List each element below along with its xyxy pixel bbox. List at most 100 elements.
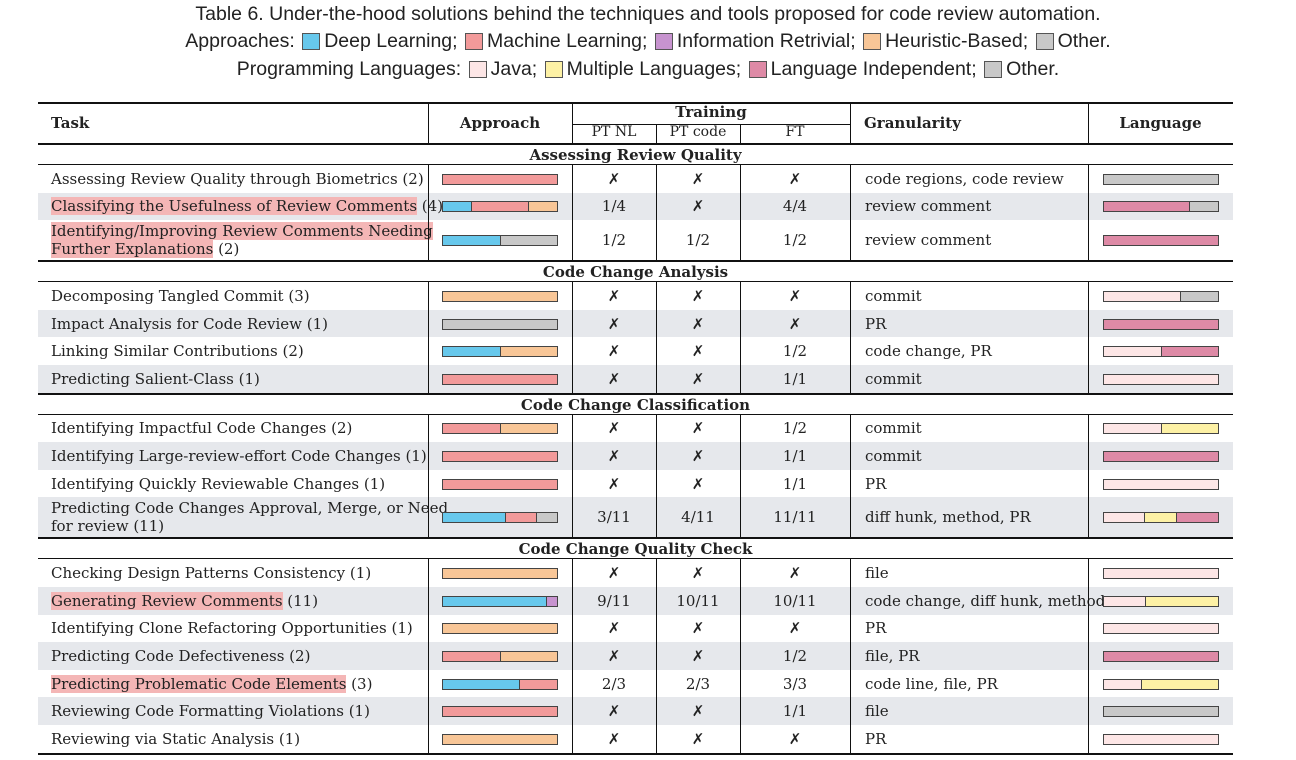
approach-bar-segment (443, 236, 500, 246)
task-name: Predicting Code Changes Approval, Merge,… (51, 499, 448, 517)
language-bar-segment (1104, 679, 1142, 689)
language-bar (1103, 478, 1219, 490)
granularity-value: file (865, 564, 889, 583)
table-row (38, 497, 1233, 538)
approach-bar-segment (443, 174, 557, 184)
pt-nl-value: ✗ (607, 169, 621, 188)
approach-bar (442, 235, 558, 247)
ft-value: 10/11 (773, 591, 817, 610)
pt-nl-value: 3/11 (597, 508, 631, 527)
column-rule (428, 102, 429, 143)
pt-code-value: ✗ (691, 287, 705, 305)
granularity-value: commit (865, 369, 922, 388)
approach-bar-segment (443, 707, 557, 717)
ft-value: 1/1 (782, 447, 808, 465)
pt-code-value: 1/2 (685, 231, 711, 250)
language-bar-segment (1104, 734, 1218, 744)
table-row (38, 442, 1233, 470)
column-rule (572, 102, 573, 143)
column-rule (740, 124, 741, 143)
approach-bar-segment (499, 236, 557, 246)
task-count: (2) (397, 169, 424, 188)
pt-nl-value: ✗ (607, 419, 621, 438)
column-rule (656, 165, 657, 261)
granularity-value: review comment (865, 231, 992, 250)
pt-code-value: ✗ (691, 197, 705, 216)
language-bar-segment (1104, 513, 1145, 523)
ft-value: 1/1 (782, 474, 808, 493)
section-title: Code Change Analysis (542, 263, 729, 282)
approaches-legend-label: Approaches: (185, 30, 295, 52)
approach-bar (442, 346, 558, 358)
language-legend-item-0: Java; (490, 58, 538, 80)
table-rule (38, 102, 1233, 104)
column-rule (1088, 282, 1089, 393)
column-rule (428, 559, 429, 753)
task-name-text: Identifying Impactful Code Changes (51, 419, 327, 438)
task-count: (2) (326, 419, 353, 438)
task-name: Checking Design Patterns Consistency (1) (51, 564, 371, 582)
task-name: Identifying Large-review-effort Code Cha… (51, 447, 427, 465)
ft-value: 1/2 (782, 342, 808, 361)
pt-code-value: ✗ (691, 564, 705, 583)
task-name: Linking Similar Contributions (2) (51, 342, 304, 360)
language-bar (1103, 623, 1219, 635)
language-swatch-2 (748, 61, 767, 78)
header-task: Task (51, 114, 90, 132)
column-rule (740, 414, 741, 538)
section-title: Assessing Review Quality (529, 146, 742, 164)
task-name-text: Predicting Salient-Class (51, 369, 234, 388)
column-rule (1088, 414, 1089, 538)
language-bar-segment (1104, 424, 1161, 434)
approach-bar-segment (443, 452, 557, 461)
section-title: Code Change Quality Check (518, 540, 753, 559)
language-legend-item-2: Language Independent; (770, 58, 977, 80)
approach-bar-segment (443, 292, 557, 301)
pt-nl-value: ✗ (607, 619, 621, 638)
approach-bar-segment (443, 596, 546, 606)
pt-code-value: ✗ (691, 474, 705, 493)
language-bar-segment (1104, 452, 1218, 461)
table-rule (38, 392, 1233, 395)
task-name: Predicting Problematic Code Elements (3) (51, 674, 373, 693)
table-row (38, 309, 1233, 338)
language-bar-segment (1104, 569, 1218, 579)
ft-value: 1/2 (782, 647, 808, 665)
approach-bar (442, 568, 558, 580)
task-name-line2: for review (51, 517, 129, 536)
ft-value: ✗ (788, 169, 802, 188)
language-bar (1103, 201, 1219, 213)
approach-bar-segment (504, 513, 536, 523)
column-rule (428, 282, 429, 393)
task-name: Identifying Clone Refactoring Opportunit… (51, 619, 413, 637)
column-rule (572, 282, 573, 393)
task-count: (3) (346, 674, 373, 693)
table-row (38, 642, 1233, 670)
task-name-text: Predicting Code Defectiveness (51, 647, 285, 665)
approach-swatch-4 (1035, 33, 1054, 50)
granularity-value: diff hunk, method, PR (865, 508, 1031, 527)
approach-bar-segment (443, 569, 557, 579)
ft-value: 1/1 (782, 702, 808, 721)
language-bar-segment (1104, 202, 1189, 212)
approach-bar-segment (499, 347, 557, 357)
languages-legend: Programming Languages: Java; Multiple La… (0, 55, 1296, 83)
task-count: (11) (282, 591, 319, 610)
task-name: Reviewing via Static Analysis (1) (51, 730, 300, 748)
column-rule (656, 124, 657, 143)
approach-swatch-3 (863, 33, 882, 50)
approach-legend-item-0: Deep Learning; (324, 30, 458, 52)
task-name: Generating Review Comments (11) (51, 591, 319, 610)
column-rule (428, 165, 429, 261)
approach-bar-segment (443, 624, 557, 634)
language-bar-segment (1144, 596, 1218, 606)
pt-code-value: 2/3 (685, 674, 711, 693)
approach-bar (442, 423, 558, 435)
granularity-value: file (865, 702, 889, 721)
column-rule (740, 165, 741, 261)
language-bar-segment (1104, 236, 1218, 246)
granularity-value: PR (865, 314, 887, 333)
language-bar-segment (1104, 374, 1218, 384)
column-rule (1088, 165, 1089, 261)
pt-nl-value: ✗ (607, 564, 621, 583)
